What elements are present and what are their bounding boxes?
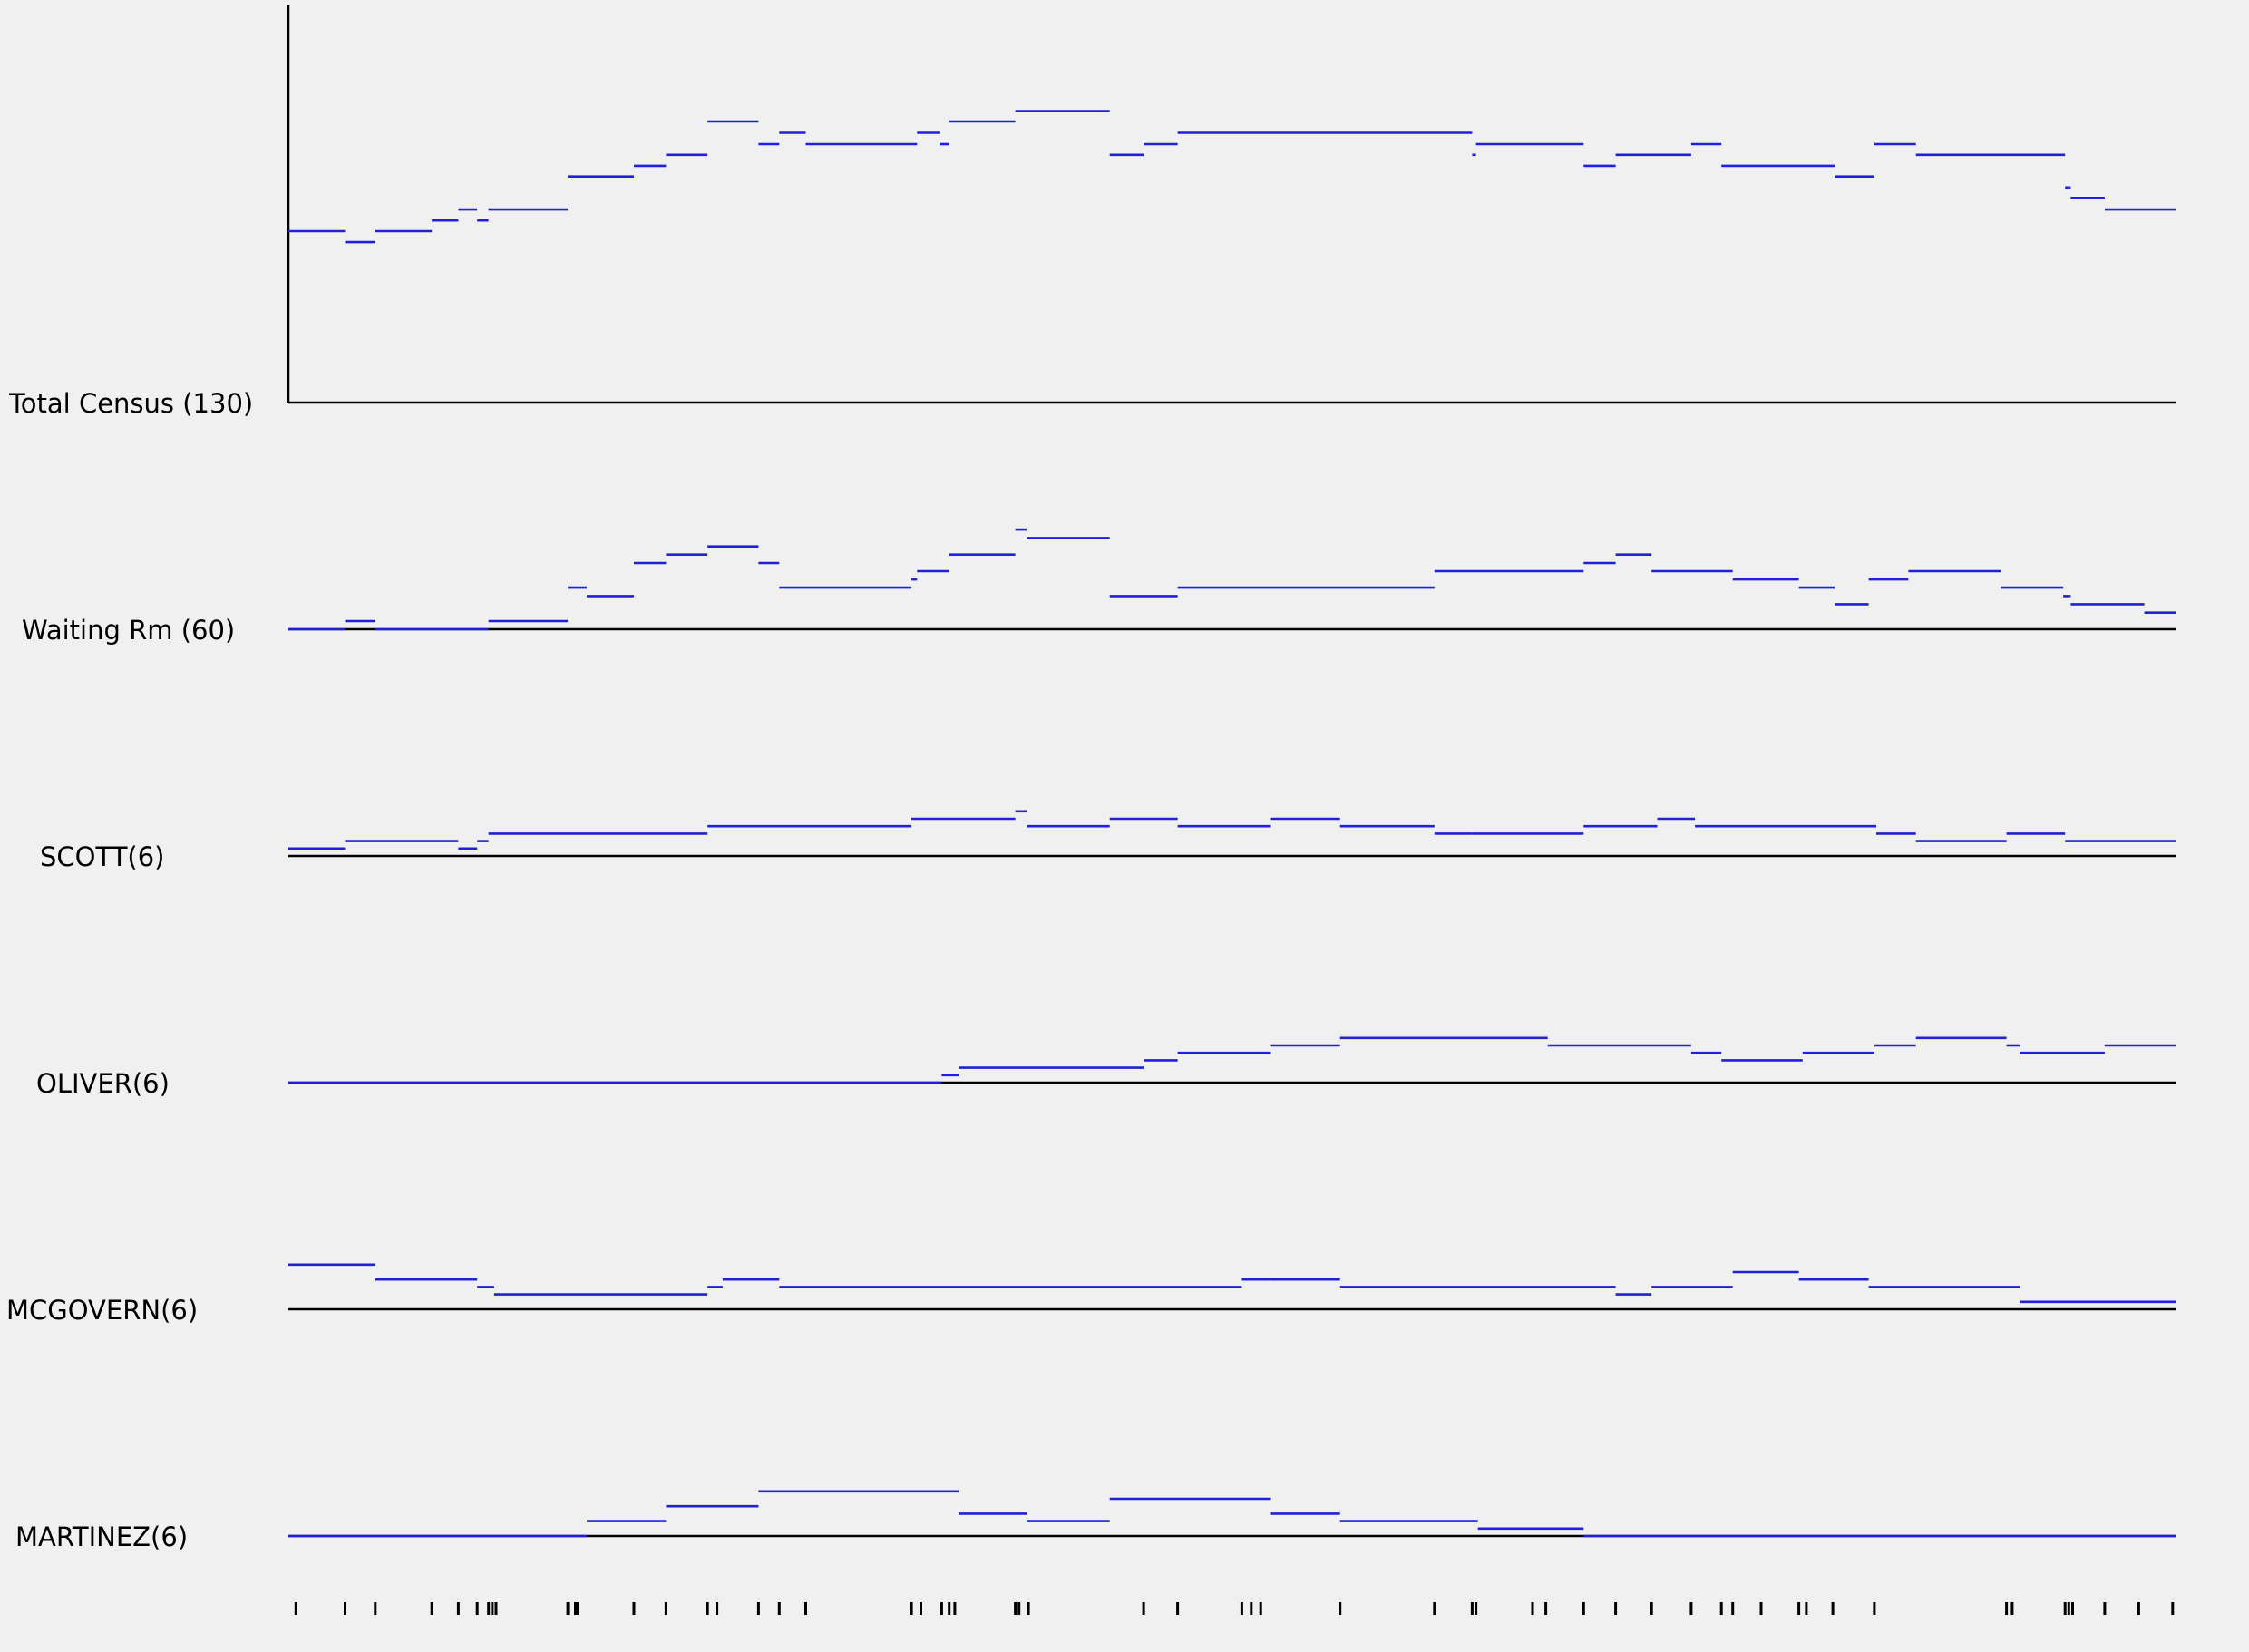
martinez-panel [288,1490,2176,1538]
oliver-panel [288,1036,2176,1084]
total-census-label: Total Census (130) [9,388,254,419]
total-census-panel [287,5,2176,404]
martinez-label: MARTINEZ(6) [15,1521,189,1552]
waiting-room-label: Waiting Rm (60) [22,615,236,646]
mcgovern-label: MCGOVERN(6) [6,1295,199,1326]
oliver-label: OLIVER(6) [36,1068,170,1099]
scott-panel [288,810,2176,858]
event-tick-strip [294,1602,2175,1615]
mcgovern-panel [288,1263,2176,1311]
waiting-room-panel [288,528,2176,631]
scott-label: SCOTT(6) [40,841,165,872]
